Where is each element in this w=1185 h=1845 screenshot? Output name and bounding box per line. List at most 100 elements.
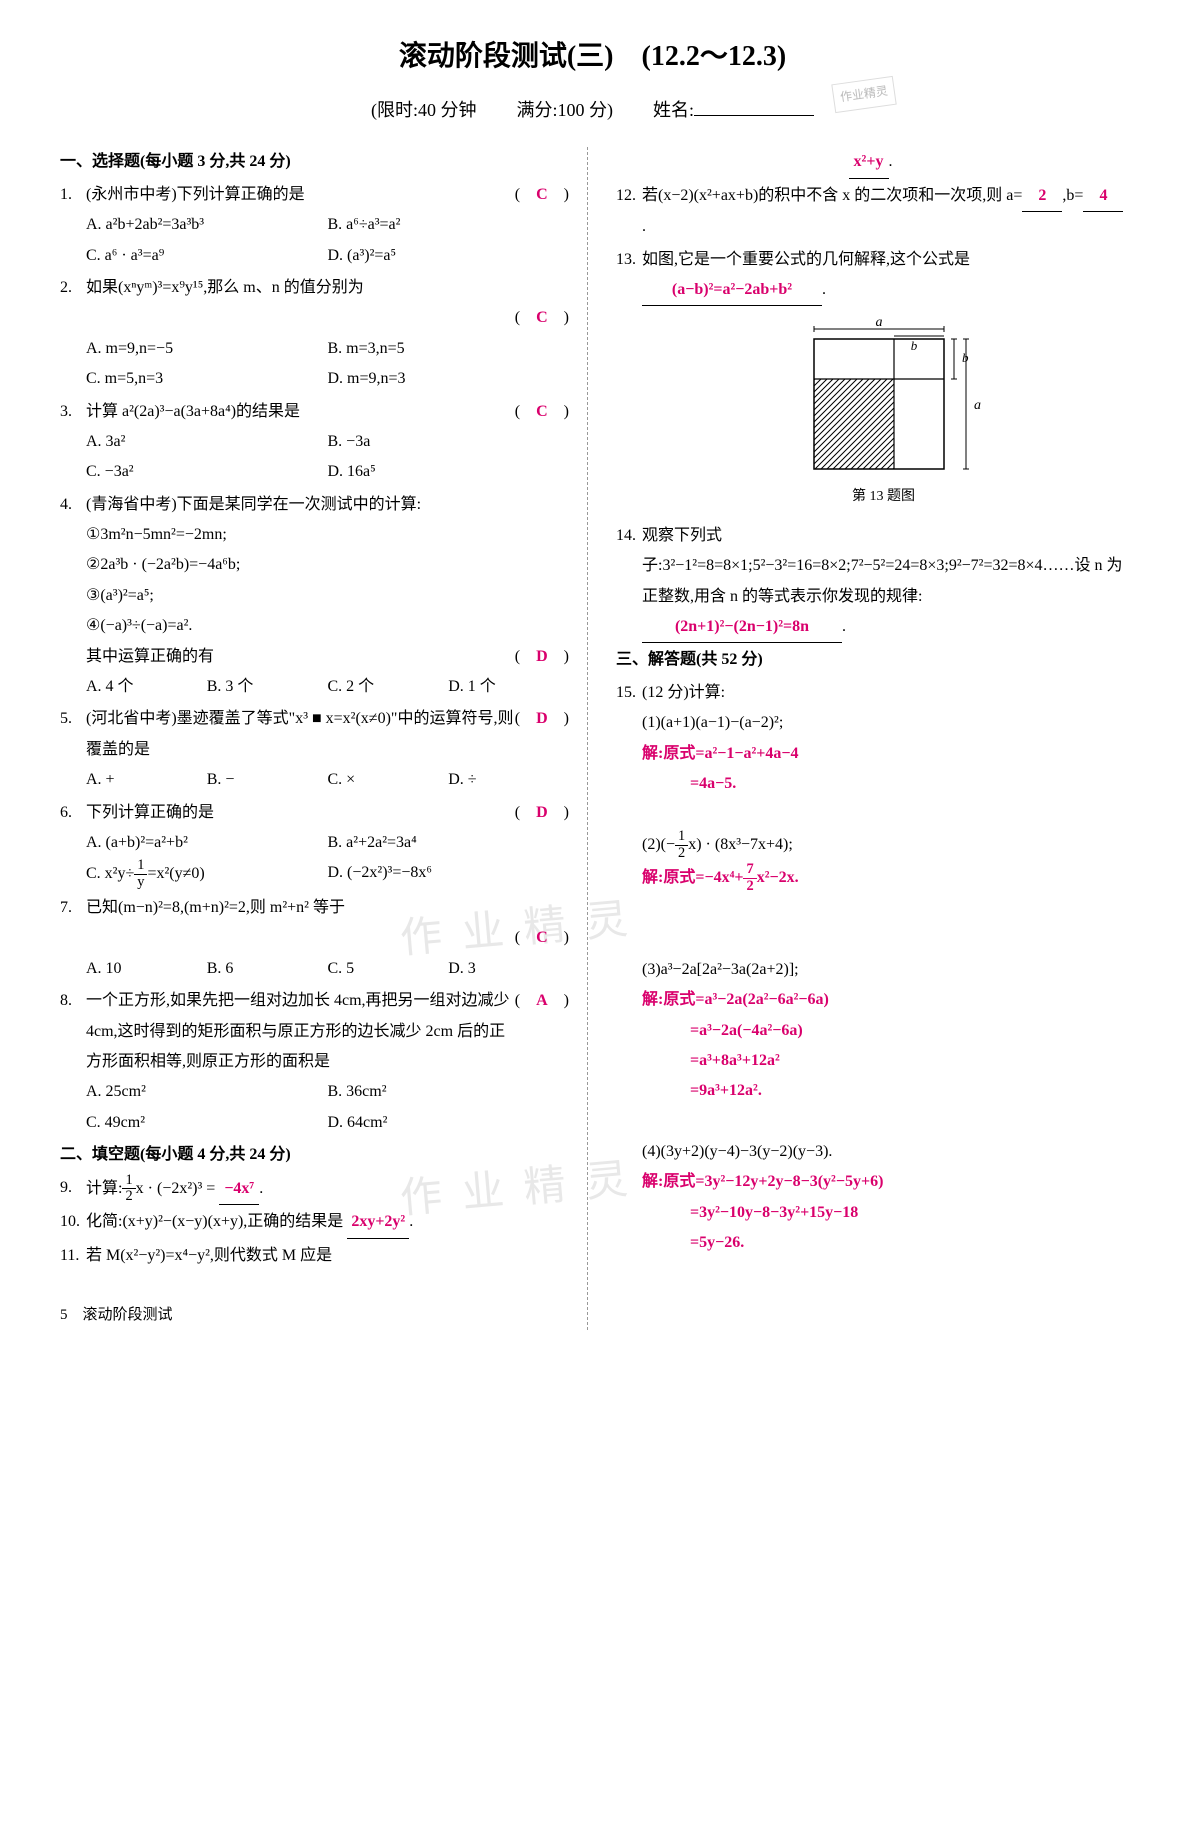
- answer: x²+y: [849, 147, 889, 178]
- q-text: 其中运算正确的有: [86, 642, 214, 672]
- full-score: 满分:100 分): [516, 93, 613, 127]
- opt-c: C. 5: [328, 954, 449, 984]
- q-num: 11.: [60, 1241, 86, 1271]
- opt-d: D. 16a⁵: [328, 457, 570, 487]
- solution: =a³+8a³+12a²: [642, 1046, 1125, 1076]
- answer-paren: ( D ): [515, 642, 569, 672]
- q-num: 12.: [616, 181, 642, 243]
- q-text: 观察下列式子:3²−1²=8=8×1;5²−3²=16=8×2;7²−5²=24…: [642, 527, 1123, 605]
- name-blank[interactable]: [694, 115, 814, 116]
- answer: D: [536, 804, 548, 821]
- q-num: 13.: [616, 245, 642, 519]
- q-text: 下列计算正确的是: [86, 798, 214, 828]
- q-text: (永州市中考)下列计算正确的是: [86, 180, 305, 210]
- q-num: 14.: [616, 521, 642, 644]
- answer: 2xy+2y²: [347, 1207, 409, 1238]
- answer: A: [536, 992, 548, 1009]
- left-column: 一、选择题(每小题 3 分,共 24 分) 1. (永州市中考)下列计算正确的是…: [60, 147, 588, 1329]
- solution: =a³−2a(−4a²−6a): [642, 1016, 1125, 1046]
- opt-b: B. −: [207, 765, 328, 795]
- opt-c: C. ×: [328, 765, 449, 795]
- part-4: (4)(3y+2)(y−4)−3(y−2)(y−3).: [642, 1137, 1125, 1167]
- answer-paren: ( A ): [515, 986, 569, 1016]
- opt-d: D. ÷: [448, 765, 569, 795]
- q-end: .: [259, 1180, 263, 1197]
- answer: 2: [1022, 181, 1062, 212]
- q-end: .: [822, 281, 826, 298]
- answer-paren: ( D ): [515, 798, 569, 828]
- solution: =4a−5.: [642, 769, 1125, 799]
- q-item: ③(a³)²=a⁵;: [86, 581, 569, 611]
- section-3-head: 三、解答题(共 52 分): [616, 645, 1125, 675]
- question-11: 11. 若 M(x²−y²)=x⁴−y²,则代数式 M 应是: [60, 1241, 569, 1271]
- solution: 解:原式=3y²−12y+2y−8−3(y²−5y+6): [642, 1167, 1125, 1197]
- answer: (2n+1)²−(2n−1)²=8n: [642, 612, 842, 643]
- solution: =9a³+12a².: [642, 1076, 1125, 1106]
- q-item: ②2a³b · (−2a²b)=−4a⁶b;: [86, 550, 569, 580]
- svg-text:b: b: [910, 338, 917, 353]
- q-text: x · (−2x²)³ =: [136, 1180, 216, 1197]
- opt-c-pre: C. x²y÷: [86, 865, 134, 882]
- opt-a: A. 3a²: [86, 427, 328, 457]
- figure-caption: 第 13 题图: [642, 484, 1125, 511]
- s2-pre: 解:原式=−4x⁴+: [642, 869, 743, 886]
- name-field: 姓名:: [653, 93, 814, 127]
- question-6: 6. 下列计算正确的是 ( D ) A. (a+b)²=a²+b² B. a²+…: [60, 798, 569, 891]
- page-title: 滚动阶段测试(三) (12.2～12.3): [60, 30, 1125, 83]
- question-3: 3. 计算 a²(2a)³−a(3a+8a⁴)的结果是 ( C ) A. 3a²…: [60, 397, 569, 488]
- q-num: 4.: [60, 490, 86, 703]
- opt-a: A. a²b+2ab²=3a³b³: [86, 210, 328, 240]
- opt-b: B. a⁶÷a³=a²: [328, 210, 570, 240]
- opt-c: C. 49cm²: [86, 1108, 328, 1138]
- answer: D: [536, 648, 548, 665]
- q-text: ,b=: [1062, 187, 1083, 204]
- opt-d: D. m=9,n=3: [328, 364, 570, 394]
- q-num: 1.: [60, 180, 86, 271]
- solution: =3y²−10y−8−3y²+15y−18: [642, 1198, 1125, 1228]
- subtitle: (限时:40 分钟 满分:100 分) 姓名:: [60, 93, 1125, 127]
- opt-c: C. a⁶ · a³=a⁹: [86, 241, 328, 271]
- question-2: 2. 如果(xⁿyᵐ)³=x⁹y¹⁵,那么 m、n 的值分别为 ( C ) A.…: [60, 273, 569, 395]
- part-1: (1)(a+1)(a−1)−(a−2)²;: [642, 708, 1125, 738]
- answer-paren: ( C ): [515, 397, 569, 427]
- p2-close: x) · (8x³−7x+4);: [688, 836, 793, 853]
- q-end: .: [642, 218, 646, 235]
- p2-open: (2)(−: [642, 836, 675, 853]
- right-column: x²+y. 12. 若(x−2)(x²+ax+b)的积中不含 x 的二次项和一次…: [608, 147, 1125, 1329]
- question-11-cont: x²+y.: [616, 147, 1125, 178]
- question-1: 1. (永州市中考)下列计算正确的是 ( C ) A. a²b+2ab²=3a³…: [60, 180, 569, 271]
- q-end: .: [889, 153, 893, 170]
- solution: 解:原式=a³−2a(2a²−6a²−6a): [642, 985, 1125, 1015]
- answer: C: [536, 186, 548, 203]
- svg-text:a: a: [875, 315, 882, 330]
- opt-c: C. 2 个: [328, 672, 449, 702]
- solution: 解:原式=a²−1−a²+4a−4: [642, 739, 1125, 769]
- opt-b: B. 36cm²: [328, 1077, 570, 1107]
- answer-paren: ( C ): [515, 180, 569, 210]
- question-9: 9. 计算:12x · (−2x²)³ = −4x⁷.: [60, 1173, 569, 1206]
- answer-paren: ( D ): [515, 704, 569, 734]
- q-num: 3.: [60, 397, 86, 488]
- figure-13: a b b a: [642, 314, 1125, 511]
- answer: C: [536, 309, 548, 326]
- answer-paren: ( C ): [515, 923, 569, 953]
- question-13: 13. 如图,它是一个重要公式的几何解释,这个公式是 (a−b)²=a²−2ab…: [616, 245, 1125, 519]
- opt-c-post: =x²(y≠0): [147, 865, 204, 882]
- q-text: 如图,它是一个重要公式的几何解释,这个公式是: [642, 251, 970, 268]
- opt-a: A. 4 个: [86, 672, 207, 702]
- opt-d: D. (a³)²=a⁵: [328, 241, 570, 271]
- q-item: ①3m²n−5mn²=−2mn;: [86, 520, 569, 550]
- opt-c: C. m=5,n=3: [86, 364, 328, 394]
- q-text: (青海省中考)下面是某同学在一次测试中的计算:: [86, 490, 569, 520]
- opt-c: C. −3a²: [86, 457, 328, 487]
- question-7: 7. 已知(m−n)²=8,(m+n)²=2,则 m²+n² 等于 ( C ) …: [60, 893, 569, 984]
- question-8: 8. 一个正方形,如果先把一组对边加长 4cm,再把另一组对边减少 4cm,这时…: [60, 986, 569, 1138]
- name-label: 姓名:: [653, 100, 694, 120]
- question-14: 14. 观察下列式子:3²−1²=8=8×1;5²−3²=16=8×2;7²−5…: [616, 521, 1125, 644]
- q-text: 若(x−2)(x²+ax+b)的积中不含 x 的二次项和一次项,则 a=: [642, 187, 1022, 204]
- opt-d: D. 1 个: [448, 672, 569, 702]
- q-num: 2.: [60, 273, 86, 395]
- q-text: (河北省中考)墨迹覆盖了等式"x³ ■ x=x²(x≠0)"中的运算符号,则覆盖…: [86, 704, 515, 765]
- solution: 解:原式=−4x⁴+72x²−2x.: [642, 862, 1125, 895]
- q-num: 5.: [60, 704, 86, 795]
